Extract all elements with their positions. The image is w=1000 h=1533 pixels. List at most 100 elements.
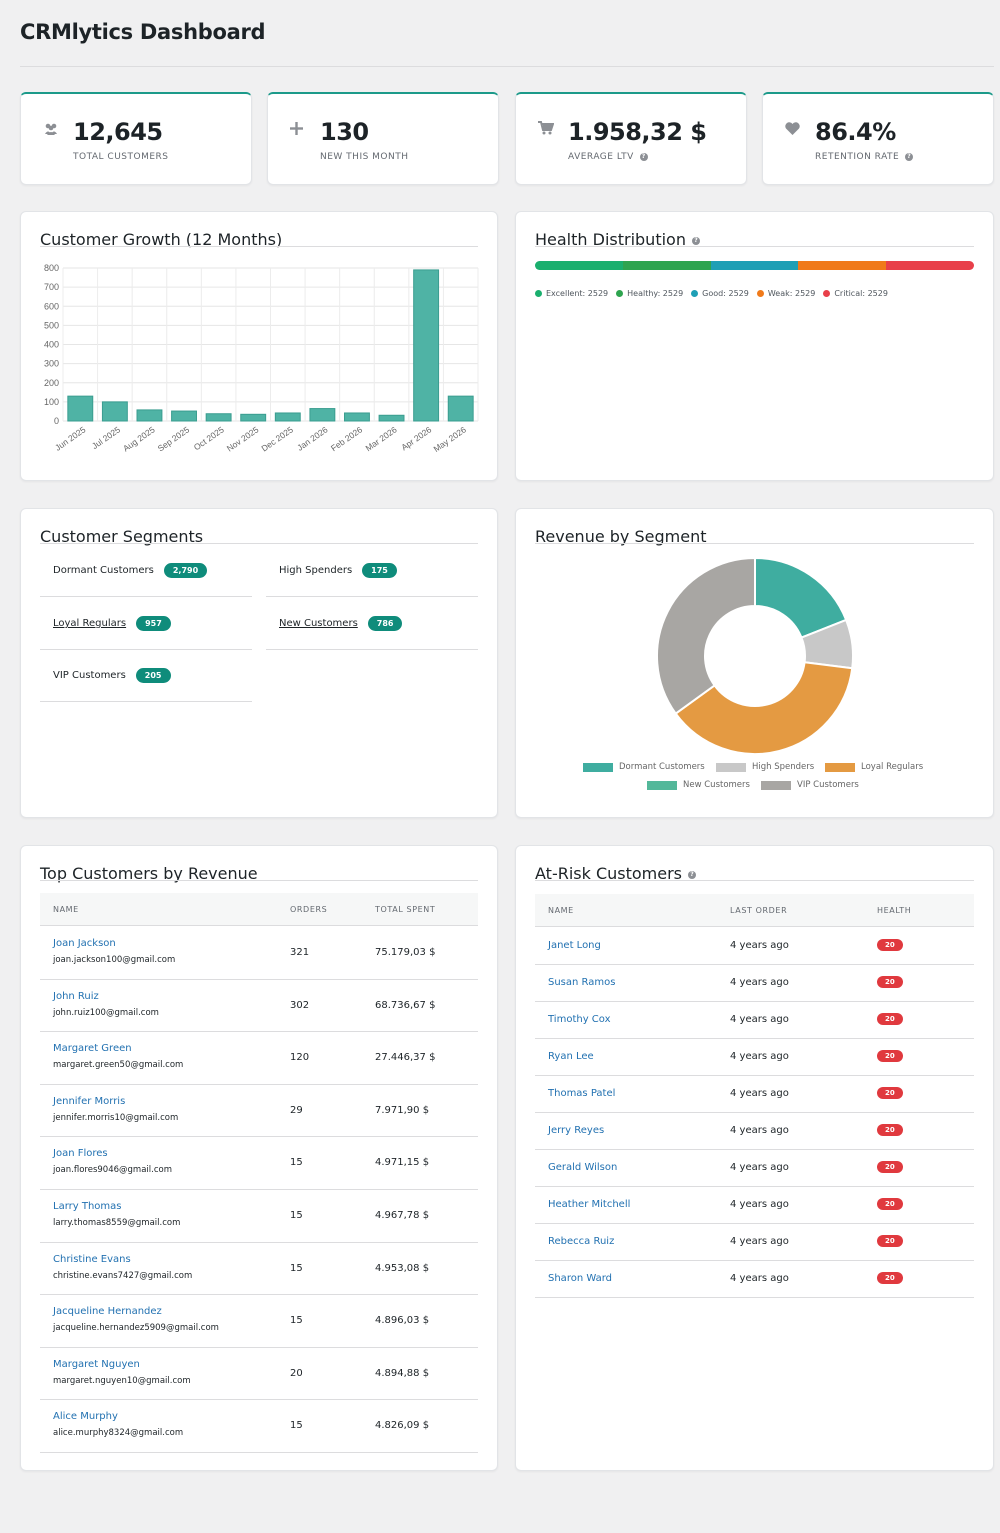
customer-name-link[interactable]: Susan Ramos	[548, 977, 616, 988]
legend-swatch	[825, 762, 855, 772]
customer-orders: 15	[290, 1262, 303, 1274]
customer-name-link[interactable]: Gerald Wilson	[548, 1162, 618, 1173]
column-header-name[interactable]: NAME	[548, 906, 574, 915]
health-legend-item: Critical: 2529	[823, 289, 888, 298]
section-divider	[40, 880, 478, 881]
donut-legend-item[interactable]: New Customers	[647, 780, 750, 790]
health-bar-segment[interactable]	[710, 261, 799, 270]
bar[interactable]	[274, 412, 301, 422]
bar[interactable]	[240, 413, 267, 422]
health-legend: Excellent: 2529 Healthy: 2529 Good: 2529 We…	[535, 282, 896, 301]
customer-name-link[interactable]: Larry Thomas	[53, 1201, 122, 1212]
bar[interactable]	[136, 409, 163, 422]
health-badge: 20	[877, 1272, 903, 1284]
customer-name-link[interactable]: Ryan Lee	[548, 1051, 594, 1062]
table-row: Jennifer Morris jennifer.morris10@gmail.c…	[40, 1085, 478, 1138]
customer-name-link[interactable]: Rebecca Ruiz	[548, 1236, 615, 1247]
customer-orders: 120	[290, 1052, 310, 1064]
segment-name[interactable]: Loyal Regulars	[53, 618, 127, 629]
customer-name-link[interactable]: Sharon Ward	[548, 1273, 612, 1284]
segment-count-badge: 205	[135, 668, 171, 683]
segment-item[interactable]: Dormant Customers 2,790	[40, 545, 252, 597]
bar[interactable]	[378, 414, 405, 422]
health-badge: 20	[877, 1124, 903, 1136]
segment-item[interactable]: High Spenders 175	[266, 545, 478, 597]
segment-name: Dormant Customers	[53, 565, 154, 576]
customer-name-link[interactable]: John Ruiz	[53, 990, 99, 1002]
health-bar-segment[interactable]	[535, 261, 623, 270]
table-row: Margaret Green margaret.green50@gmail.com…	[40, 1032, 478, 1085]
table-row: Susan Ramos 4 years ago 20	[535, 965, 974, 1002]
help-icon[interactable]: ?	[691, 236, 700, 245]
plus-icon	[290, 120, 303, 139]
customer-name-link[interactable]: Margaret Green	[53, 1043, 132, 1055]
health-bar-segment[interactable]	[886, 261, 974, 270]
last-order: 4 years ago	[730, 1014, 789, 1025]
y-tick-label: 400	[44, 340, 59, 350]
customer-name-link[interactable]: Margaret Nguyen	[53, 1358, 140, 1370]
customer-orders: 15	[290, 1157, 303, 1169]
bar[interactable]	[344, 412, 370, 422]
column-header-total-spent[interactable]: TOTAL SPENT	[375, 905, 436, 914]
segment-item[interactable]: New Customers 786	[266, 598, 478, 650]
help-icon[interactable]: ?	[688, 870, 697, 879]
section-divider	[535, 880, 974, 881]
customer-name-link[interactable]: Jacqueline Hernandez	[53, 1306, 162, 1318]
customer-name-link[interactable]: Janet Long	[548, 940, 601, 951]
donut-slice[interactable]	[674, 661, 854, 755]
customer-name-link[interactable]: Heather Mitchell	[548, 1199, 631, 1210]
customer-name-link[interactable]: Alice Murphy	[53, 1411, 118, 1423]
kpi-new-this-month: 130 NEW THIS MONTH	[267, 92, 499, 185]
column-header-orders[interactable]: ORDERS	[290, 905, 328, 914]
x-tick-label: Jan 2026	[295, 424, 330, 452]
donut-legend-item[interactable]: Dormant Customers	[583, 762, 705, 772]
column-header-last-order[interactable]: LAST ORDER	[730, 906, 788, 915]
health-bar-segment[interactable]	[798, 261, 887, 270]
section-title: Revenue by Segment	[535, 527, 707, 546]
bar[interactable]	[309, 408, 336, 422]
last-order: 4 years ago	[730, 1162, 789, 1173]
column-header-health[interactable]: HEALTH	[877, 906, 912, 915]
health-legend-item: Healthy: 2529	[616, 289, 683, 298]
health-bar-segment[interactable]	[622, 261, 711, 270]
donut-slice[interactable]	[656, 556, 756, 716]
y-tick-label: 800	[44, 263, 59, 273]
column-header-name[interactable]: NAME	[53, 905, 79, 914]
donut-legend-item[interactable]: Loyal Regulars	[825, 762, 923, 772]
bar[interactable]	[413, 269, 440, 422]
donut-legend-item[interactable]: VIP Customers	[761, 780, 859, 790]
bar[interactable]	[67, 395, 94, 422]
segment-name[interactable]: New Customers	[279, 618, 358, 629]
help-icon[interactable]: ?	[639, 152, 648, 161]
customer-name-link[interactable]: Thomas Patel	[548, 1088, 616, 1099]
kpi-label: RETENTION RATE	[815, 152, 900, 162]
section-divider	[535, 543, 974, 544]
customer-name-link[interactable]: Jerry Reyes	[548, 1125, 605, 1136]
customer-name-link[interactable]: Joan Flores	[53, 1148, 108, 1160]
bar[interactable]	[101, 401, 128, 422]
health-legend-item: Excellent: 2529	[535, 289, 608, 298]
customer-name-link[interactable]: Christine Evans	[53, 1253, 131, 1265]
customer-total-spent: 7.971,90 $	[375, 1104, 430, 1116]
donut-legend-item[interactable]: High Spenders	[716, 762, 814, 772]
customer-total-spent: 75.179,03 $	[375, 947, 436, 958]
help-icon[interactable]: ?	[905, 152, 914, 161]
bar[interactable]	[171, 410, 197, 422]
health-badge: 20	[877, 1087, 903, 1099]
bar[interactable]	[205, 413, 232, 422]
segment-item[interactable]: VIP Customers 205	[40, 650, 252, 702]
customer-name-link[interactable]: Joan Jackson	[53, 938, 116, 949]
segment-item[interactable]: Loyal Regulars 957	[40, 598, 252, 650]
table-header: NAME LAST ORDER HEALTH	[535, 894, 974, 927]
table-row: Gerald Wilson 4 years ago 20	[535, 1150, 974, 1187]
customer-email: margaret.green50@gmail.com	[53, 1060, 184, 1071]
customer-name-link[interactable]: Jennifer Morris	[53, 1095, 126, 1107]
health-legend-item: Weak: 2529	[756, 289, 815, 298]
customer-name-link[interactable]: Timothy Cox	[548, 1014, 611, 1025]
last-order: 4 years ago	[730, 1236, 789, 1247]
table-row: Heather Mitchell 4 years ago 20	[535, 1187, 974, 1224]
bar[interactable]	[447, 395, 474, 422]
x-tick-label: May 2026	[432, 424, 469, 454]
y-tick-label: 200	[44, 378, 59, 388]
segment-count-badge: 2,790	[163, 563, 208, 578]
